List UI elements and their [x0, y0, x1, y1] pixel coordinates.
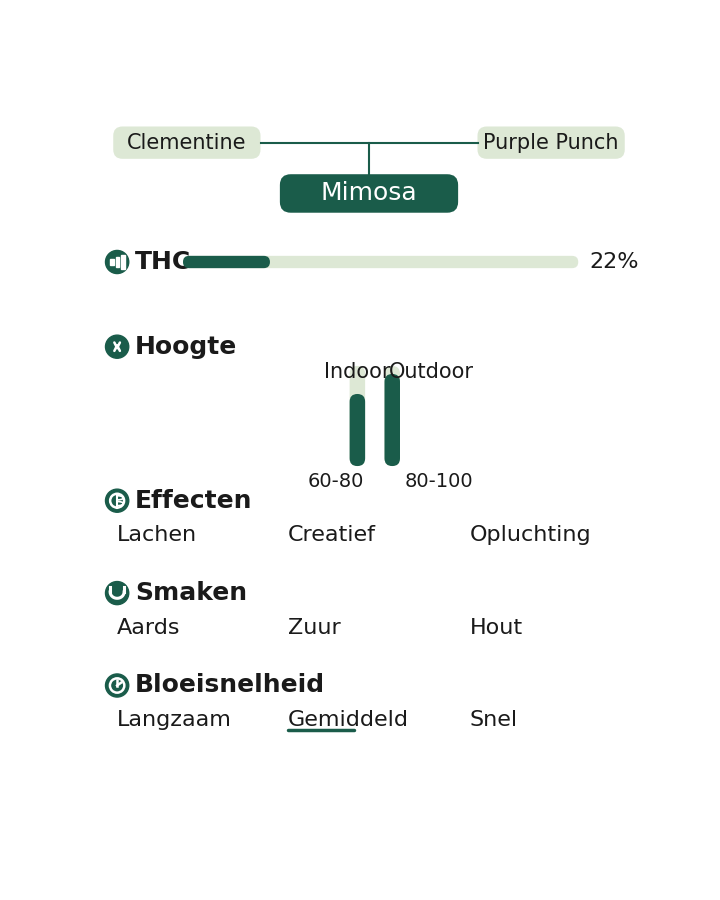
- Text: Purple Punch: Purple Punch: [483, 132, 619, 153]
- FancyBboxPatch shape: [113, 127, 261, 158]
- Text: 22%: 22%: [589, 252, 639, 272]
- Text: 80-100: 80-100: [405, 472, 473, 491]
- Bar: [116, 257, 120, 267]
- FancyBboxPatch shape: [280, 175, 458, 212]
- FancyBboxPatch shape: [183, 256, 578, 268]
- FancyBboxPatch shape: [350, 394, 365, 466]
- Circle shape: [106, 335, 129, 358]
- Text: Opluchting: Opluchting: [469, 526, 591, 545]
- Text: Langzaam: Langzaam: [117, 710, 232, 730]
- Text: Indoor: Indoor: [324, 362, 391, 382]
- FancyBboxPatch shape: [384, 374, 400, 466]
- FancyBboxPatch shape: [477, 127, 625, 158]
- FancyBboxPatch shape: [384, 366, 400, 466]
- Text: THC: THC: [135, 250, 192, 274]
- Text: 60-80: 60-80: [307, 472, 364, 491]
- Text: Creatief: Creatief: [287, 526, 376, 545]
- Text: Lachen: Lachen: [117, 526, 197, 545]
- Text: Gemiddeld: Gemiddeld: [287, 710, 409, 730]
- Circle shape: [106, 581, 129, 605]
- Text: Bloeisnelheid: Bloeisnelheid: [135, 673, 325, 698]
- FancyBboxPatch shape: [350, 366, 365, 466]
- Bar: [110, 259, 114, 266]
- Text: Smaken: Smaken: [135, 581, 247, 605]
- Text: Hoogte: Hoogte: [135, 335, 237, 359]
- FancyBboxPatch shape: [183, 256, 270, 268]
- Text: Aards: Aards: [117, 617, 181, 638]
- Text: Zuur: Zuur: [287, 617, 341, 638]
- Circle shape: [106, 250, 129, 274]
- Text: Snel: Snel: [469, 710, 518, 730]
- Text: Clementine: Clementine: [127, 132, 247, 153]
- Bar: [121, 255, 125, 269]
- Circle shape: [106, 490, 129, 512]
- Text: Effecten: Effecten: [135, 489, 253, 513]
- Text: Outdoor: Outdoor: [389, 362, 474, 382]
- Circle shape: [106, 674, 129, 697]
- Text: Hout: Hout: [469, 617, 523, 638]
- Text: Mimosa: Mimosa: [320, 182, 418, 205]
